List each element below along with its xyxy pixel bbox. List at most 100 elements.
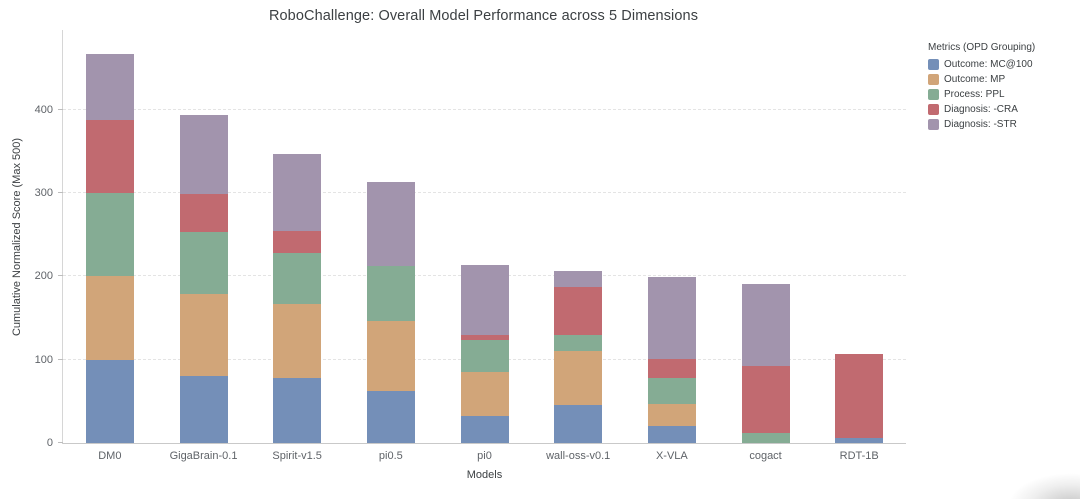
bar-segment [366,320,415,392]
bar-segment [741,283,790,366]
bar-X-VLA [647,276,696,443]
x-tick-label: GigaBrain-0.1 [169,450,238,462]
y-tick-label: 400 [34,103,53,116]
legend-swatch [928,89,939,100]
legend-item: Outcome: MP [928,73,1035,86]
x-tick-label: RDT-1B [839,450,879,462]
bar-segment [647,403,696,427]
plot-area: Cumulative Normalized Score (Max 500) 0 1… [11,30,906,481]
y-tick-mark [58,108,63,110]
x-tick-label: DM0 [98,450,122,462]
y-tick-label: 0 [46,437,53,449]
legend-swatch [928,119,939,130]
bar-segment [647,358,696,379]
bar-pi0 [460,264,509,443]
legend-items: Outcome: MC@100 Outcome: MP Process: PPL Di… [928,58,1035,131]
x-tick-label: X-VLA [655,450,688,462]
y-tick-mark [58,192,63,194]
bar-slot-wall-oss-v0.1 [531,30,625,443]
x-axis-ticks: DM0 GigaBrain-0.1 Spirit-v1.5 pi0.5 pi0 wall-… [63,443,906,462]
bar-segment [273,378,322,443]
legend-label: Diagnosis: -STR [944,119,1017,130]
bar-segment [85,119,134,194]
y-tick-mark [58,358,63,360]
x-tick-label: cogact [749,450,782,462]
screenshot-corner-shadow [1008,473,1080,499]
bar-segment [647,426,696,443]
bar-segment [85,276,134,360]
bar-segment [85,54,134,120]
bar-segment [85,193,134,277]
gridline-300 [63,192,906,194]
bar-segment [554,350,603,405]
y-tick-label: 100 [34,353,53,366]
bar-segment [460,339,509,373]
bar-RDT-1B [835,353,884,443]
y-tick-mark [58,442,63,443]
legend-swatch [928,74,939,85]
legend-item: Process: PPL [928,88,1035,101]
bar-slot-Spirit-v1.5 [250,30,344,443]
bar-wall-oss-v0.1 [554,270,603,443]
bar-segment [366,265,415,321]
bar-segment [741,365,790,434]
bar-segment [85,359,134,443]
legend-item: Outcome: MC@100 [928,58,1035,71]
legend-item: Diagnosis: -STR [928,118,1035,131]
bar-segment [460,415,509,443]
bar-slot-GigaBrain-0.1 [157,30,251,443]
bar-segment [741,433,790,443]
legend-label: Diagnosis: -CRA [944,104,1018,115]
legend-item: Diagnosis: -CRA [928,103,1035,116]
y-tick-mark [58,275,63,277]
gridline-400 [63,108,906,110]
y-tick-label: 300 [34,187,53,200]
bar-segment [460,372,509,416]
bar-slot-RDT-1B [812,30,906,443]
bar-segment [179,293,228,377]
bar-segment [366,182,415,266]
y-axis-label: Cumulative Normalized Score (Max 500) [11,137,23,336]
bar-segment [179,194,228,232]
bar-segment [273,230,322,254]
bar-segment [179,231,228,294]
bar-segment [647,276,696,359]
x-tick-label: pi0 [477,450,492,462]
x-tick-label: pi0.5 [378,450,403,462]
bar-segment [179,114,228,195]
bar-segment [273,303,322,379]
legend-title: Metrics (OPD Grouping) [928,42,1036,53]
bar-slot-cogact [719,30,813,443]
chart-title: RoboChallenge: Overall Model Performance… [268,8,699,24]
bar-slot-pi0.5 [344,30,438,443]
bar-segment [835,353,884,439]
x-tick-label: wall-oss-v0.1 [546,450,611,462]
legend-swatch [928,59,939,70]
x-tick-label: Spirit-v1.5 [272,450,322,462]
legend: Metrics (OPD Grouping) Outcome: MC@100 Ou… [928,42,1035,133]
bar-slot-X-VLA [625,30,719,443]
bar-segment [273,154,322,231]
bar-segment [554,404,603,443]
bar-segment [179,376,228,443]
y-tick-label: 200 [34,270,53,283]
legend-label: Outcome: MP [944,74,1006,85]
bar-segment [460,264,509,335]
bar-GigaBrain-0.1 [179,114,228,443]
bars-layer [63,30,906,443]
legend-swatch [928,104,939,115]
bar-segment [554,334,603,351]
bar-segment [647,378,696,404]
legend-label: Process: PPL [944,89,1005,100]
bar-segment [554,286,603,335]
bar-segment [554,270,603,287]
bar-pi0.5 [366,182,415,443]
bar-DM0 [85,54,134,443]
bar-segment [366,391,415,443]
x-axis-label: Models [466,469,503,481]
bar-segment [273,253,322,304]
bar-segment [460,334,509,340]
bar-slot-DM0 [63,30,157,443]
bar-Spirit-v1.5 [273,154,322,443]
